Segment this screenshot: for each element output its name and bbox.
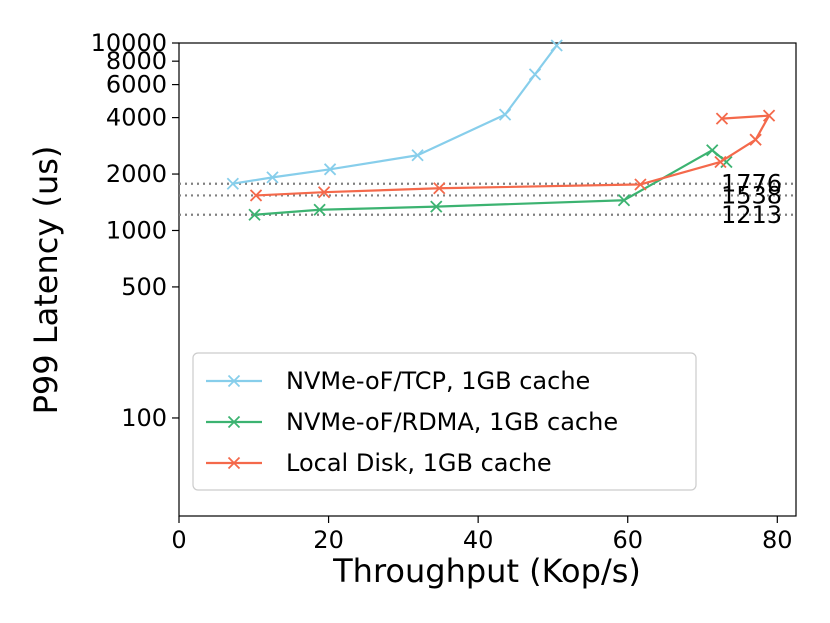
reference-label-1538: 1538 xyxy=(721,181,782,209)
x-tick-label: 20 xyxy=(313,526,344,554)
data-point xyxy=(411,149,424,162)
data-point-stroke-b xyxy=(430,200,443,213)
y-tick-label: 10000 xyxy=(91,29,167,57)
series-line xyxy=(232,44,558,185)
plot-area-frame xyxy=(178,42,797,517)
data-point xyxy=(617,194,631,207)
x-tick-label: 40 xyxy=(463,526,494,554)
legend-entry-2: NVMe-oF/RDMA, 1GB cache xyxy=(206,408,618,436)
series-line xyxy=(255,114,771,197)
y-tick-label: 8000 xyxy=(106,47,167,75)
data-point xyxy=(714,155,727,169)
x-tick-label: 60 xyxy=(612,526,643,554)
legend-marker-stroke-b xyxy=(227,456,241,470)
data-point xyxy=(248,208,261,221)
data-point-stroke-b xyxy=(248,208,261,221)
data-point-stroke-b xyxy=(323,163,337,176)
data-point xyxy=(706,144,719,157)
data-point-stroke-b xyxy=(715,112,729,125)
x-axis-title: Throughput (Kop/s) xyxy=(332,552,641,590)
data-point-stroke-b xyxy=(550,39,563,52)
data-point xyxy=(528,68,542,81)
data-point xyxy=(249,189,263,202)
y-tick-label: 6000 xyxy=(106,71,167,99)
data-point-stroke-b xyxy=(266,171,279,184)
data-point-stroke-b xyxy=(313,203,326,216)
data-point xyxy=(550,39,563,52)
data-point-stroke-b xyxy=(706,144,719,157)
data-point xyxy=(715,112,729,125)
data-point-stroke-b xyxy=(498,108,512,121)
data-point-stroke-b xyxy=(433,182,446,195)
x-tick-label: 0 xyxy=(171,526,186,554)
data-point-stroke-b xyxy=(634,178,647,191)
data-point xyxy=(266,171,279,184)
series-1 xyxy=(226,39,563,190)
legend-marker xyxy=(227,415,241,429)
y-axis-title: P99 Latency (us) xyxy=(27,146,65,415)
x-axis-ticks: 0 20 40 60 80 xyxy=(171,516,793,554)
y-tick-label: 4000 xyxy=(106,104,167,132)
series-layer xyxy=(226,39,776,221)
series-3 xyxy=(249,109,776,202)
y-tick-label: 1000 xyxy=(106,216,167,244)
legend-entry-1: NVMe-oF/TCP, 1GB cache xyxy=(206,367,590,395)
data-point xyxy=(762,109,776,122)
legend-label: Local Disk, 1GB cache xyxy=(286,449,552,477)
y-tick-label: 500 xyxy=(121,273,167,301)
reference-label-1213: 1213 xyxy=(721,201,782,229)
data-point xyxy=(498,108,512,121)
data-point xyxy=(317,186,331,199)
legend-marker-stroke-b xyxy=(227,415,241,429)
data-point xyxy=(720,155,733,169)
data-point xyxy=(323,163,337,176)
legend-frame xyxy=(192,352,697,491)
data-point xyxy=(226,177,239,190)
y-tick-label: 100 xyxy=(121,404,167,432)
data-point-stroke-b xyxy=(249,189,263,202)
x-tick-label: 80 xyxy=(762,526,793,554)
legend-label: NVMe-oF/TCP, 1GB cache xyxy=(286,367,590,395)
series-2 xyxy=(248,144,733,221)
data-point-stroke-b xyxy=(226,177,239,190)
data-point xyxy=(749,133,762,146)
data-point xyxy=(634,178,647,191)
reference-label-1776: 1776 xyxy=(721,170,782,198)
data-point-stroke-b xyxy=(617,194,631,207)
data-point xyxy=(433,182,446,195)
legend-entry-3: Local Disk, 1GB cache xyxy=(206,449,552,477)
legend-marker-stroke-b xyxy=(227,374,241,388)
data-point-stroke-b xyxy=(528,68,542,81)
y-tick-label: 2000 xyxy=(106,160,167,188)
data-point-stroke-b xyxy=(762,109,776,122)
data-point-stroke-b xyxy=(411,149,424,162)
legend-marker xyxy=(227,456,241,470)
data-point-stroke-b xyxy=(317,186,331,199)
data-point-stroke-b xyxy=(720,155,733,169)
legend-marker xyxy=(227,374,241,388)
legend: NVMe-oF/TCP, 1GB cache NVMe-oF/RDMA, 1GB … xyxy=(192,352,697,491)
legend-label: NVMe-oF/RDMA, 1GB cache xyxy=(286,408,618,436)
data-point-stroke-b xyxy=(714,155,727,169)
data-point xyxy=(430,200,443,213)
data-point xyxy=(313,203,326,216)
data-point-stroke-b xyxy=(749,133,762,146)
